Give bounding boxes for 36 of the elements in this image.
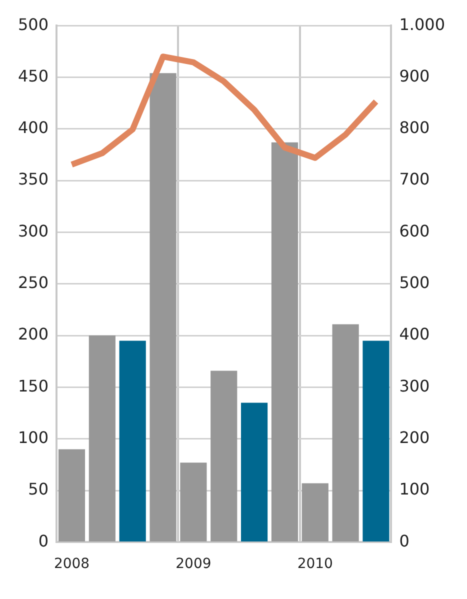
bar (88, 336, 116, 542)
y-tick-label: 150 (18, 376, 49, 396)
y2-tick-label: 0 (399, 531, 410, 550)
y-tick-label: 0 (38, 531, 49, 550)
bar (271, 142, 298, 542)
y-tick-label: 500 (18, 14, 49, 34)
x-tick-label: 2009 (176, 556, 212, 572)
y2-tick-label: 500 (399, 273, 430, 292)
bar (180, 462, 207, 542)
y-tick-label: 200 (18, 324, 49, 344)
bar (332, 324, 359, 542)
x-tick-label: 2008 (54, 556, 90, 572)
y2-tick-label: 700 (399, 170, 430, 189)
y-tick-label: 100 (18, 428, 49, 448)
bar (210, 370, 238, 542)
y-tick-label: 300 (18, 221, 49, 240)
x-tick-label: 2010 (297, 556, 333, 572)
y-tick-label: 350 (18, 170, 49, 189)
y2-tick-label: 900 (399, 66, 430, 86)
y-tick-label: 50 (28, 480, 49, 499)
y2-tick-label: 300 (399, 376, 430, 396)
y2-tick-label: 1.000 (399, 14, 446, 34)
y-tick-label: 400 (18, 118, 49, 138)
bar (362, 340, 390, 542)
bar (58, 449, 86, 542)
y2-tick-label: 800 (399, 118, 430, 138)
y-tick-label: 450 (18, 66, 49, 86)
y2-tick-label: 600 (399, 221, 430, 240)
bar (240, 402, 268, 542)
y-tick-label: 250 (18, 273, 49, 292)
bar (302, 483, 328, 542)
y2-tick-label: 200 (399, 428, 430, 448)
bar (150, 73, 176, 542)
bar (119, 340, 146, 542)
y2-tick-label: 100 (399, 480, 430, 499)
y2-tick-label: 400 (399, 324, 430, 344)
